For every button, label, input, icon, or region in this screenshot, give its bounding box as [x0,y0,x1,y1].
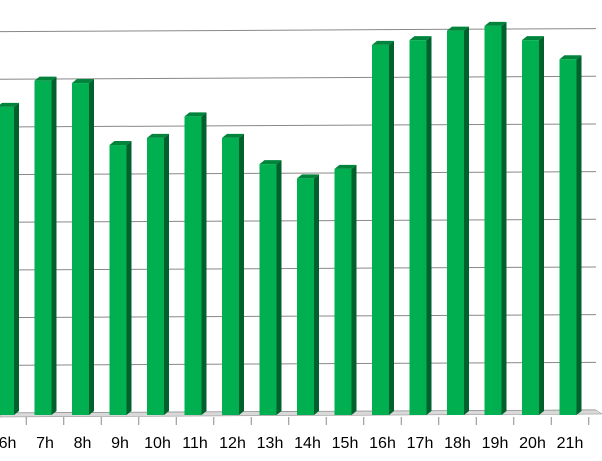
bar-front [447,30,464,416]
bar-side [51,76,57,416]
grid-line [0,75,597,80]
bar [0,102,19,415]
bar [484,21,507,415]
bar-top [34,76,57,81]
bar-top [109,141,132,146]
bar-front [522,40,539,416]
bar-front [409,40,427,416]
bar-side [201,112,207,415]
bar-top [334,164,357,169]
bar [109,141,132,415]
bar-top [0,102,19,107]
bar [372,40,394,415]
bar-side [314,174,319,415]
bar-front [222,137,239,416]
bar [259,160,282,415]
bar [72,79,94,415]
bar [522,36,544,416]
bar-side [89,79,94,415]
bar-top [522,36,544,41]
bar-front [184,116,202,415]
bar-front [334,168,352,415]
bar-side [126,141,132,415]
bar-top [484,21,507,26]
bar [559,55,582,416]
bar-side [14,102,19,415]
bar-side [389,40,394,415]
bar [447,26,469,416]
bar-side [351,164,357,415]
bar [297,174,319,415]
bar-top [72,79,94,84]
bar-side [464,26,469,416]
x-tick-label: 15h [332,435,359,452]
grid-line [0,28,597,33]
bar-side [239,133,244,416]
bar [334,164,357,415]
bar-side [426,36,432,416]
bar-side [501,21,507,415]
bar-front [559,59,577,416]
bar-side [276,160,282,415]
bar-front [484,25,502,415]
x-tick-label: 10h [144,435,171,452]
x-tick-label: 6h [0,435,16,452]
bar-front [372,44,389,415]
x-tick-label: 17h [407,435,434,452]
bar [184,112,207,415]
bar-top [222,133,244,138]
bar-top [184,112,207,117]
x-tick-label: 18h [444,435,471,452]
bar-front [72,83,89,415]
bar-front [0,106,14,415]
x-tick-label: 7h [36,435,54,452]
x-tick-label: 20h [519,435,546,452]
bar-front [147,137,164,416]
x-tick-label: 13h [257,435,284,452]
bar-top [447,26,469,31]
bar [34,76,57,416]
bar-top [297,174,319,179]
bar-side [576,55,582,416]
bar-top [409,36,432,41]
bar-top [147,133,169,138]
x-tick-label: 16h [369,435,396,452]
bar-front [34,80,52,416]
bar-top [372,40,394,45]
bar-front [297,178,314,415]
bar [222,133,244,416]
bar [409,36,432,416]
x-tick-label: 11h [182,435,208,452]
bar-side [164,133,169,416]
bar-front [259,164,277,415]
bar-top [559,55,582,60]
x-tick-label: 8h [74,435,92,452]
bar-side [539,36,544,416]
x-tick-label: 21h [557,435,584,452]
x-tick-label: 9h [111,435,129,452]
bar-front [109,145,127,415]
x-tick-label: 14h [294,435,321,452]
bar [147,133,169,416]
x-tick-label: 12h [219,435,246,452]
bar-top [259,160,282,165]
x-tick-label: 19h [482,435,509,452]
